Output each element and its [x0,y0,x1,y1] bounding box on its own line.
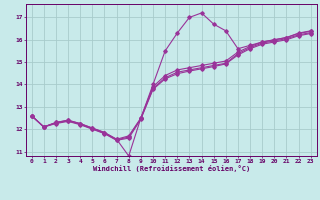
X-axis label: Windchill (Refroidissement éolien,°C): Windchill (Refroidissement éolien,°C) [92,165,250,172]
